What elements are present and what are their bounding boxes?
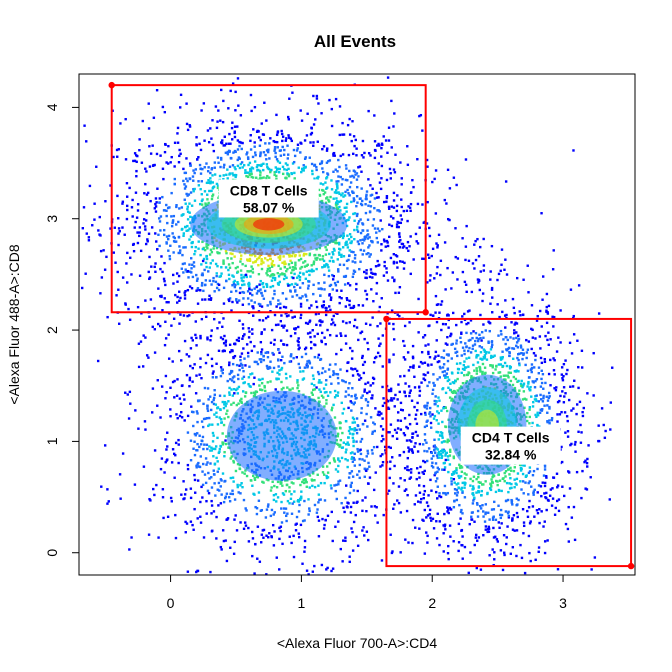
x-tick-label-3: 3 xyxy=(559,595,567,611)
scatter-points xyxy=(80,76,614,576)
gate-0-percent: 58.07 % xyxy=(243,199,295,215)
gate-0-handle-b xyxy=(422,309,429,316)
gate-0 xyxy=(110,84,427,314)
y-tick-label-2: 2 xyxy=(44,326,60,334)
gate-0-label-box xyxy=(218,179,319,218)
gate-1 xyxy=(385,317,633,568)
x-axis: 0 1 2 3 xyxy=(167,575,567,611)
y-tick-label-4: 4 xyxy=(44,103,60,111)
x-tick-label-2: 2 xyxy=(428,595,436,611)
plot-frame xyxy=(78,73,636,576)
gate-0-handle-a xyxy=(108,81,115,89)
gate-1-handle-a xyxy=(383,315,390,323)
gate-1-percent: 32.84 % xyxy=(485,447,537,463)
y-tick-label-1: 1 xyxy=(44,437,60,445)
x-tick-label-1: 1 xyxy=(298,595,306,611)
x-axis-label: <Alexa Fluor 700-A>:CD4 xyxy=(277,635,438,651)
x-tick-label-0: 0 xyxy=(167,595,175,611)
y-axis: 0 1 2 3 4 xyxy=(44,103,79,557)
y-tick-label-3: 3 xyxy=(44,215,60,223)
y-axis-label: <Alexa Fluor 488-A>:CD8 xyxy=(6,244,22,405)
chart-title: All Events xyxy=(314,32,396,51)
gate-1-label: CD4 T Cells xyxy=(472,430,550,446)
gate-1-label-box xyxy=(460,426,561,465)
y-tick-label-0: 0 xyxy=(44,549,60,557)
gate-0-label: CD8 T Cells xyxy=(230,182,308,198)
gate-1-handle-b xyxy=(627,562,635,570)
